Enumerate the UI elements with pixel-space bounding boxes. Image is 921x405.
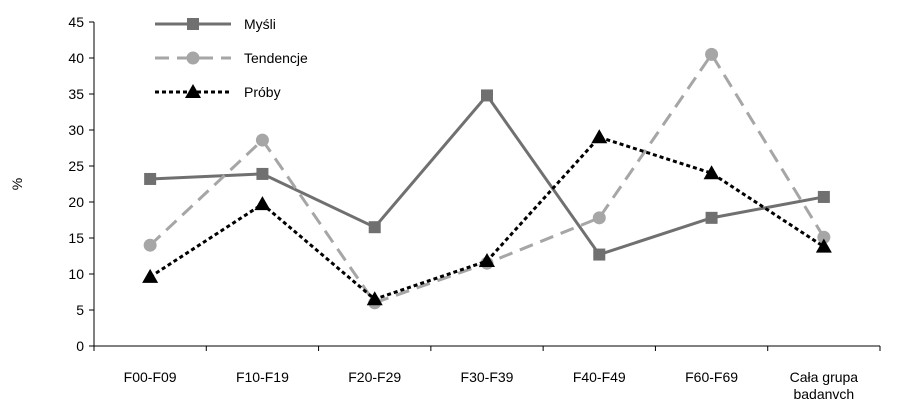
data-point xyxy=(705,211,718,224)
y-tick-label: 40 xyxy=(68,50,84,66)
legend-item: Tendencje xyxy=(155,50,308,66)
data-point xyxy=(593,248,606,261)
y-tick-label: 10 xyxy=(68,266,84,282)
data-point xyxy=(368,221,381,234)
x-tick-label-line: F60-F69 xyxy=(685,369,738,385)
legend: Myśli Tendencje Próby xyxy=(155,16,308,100)
legend-marker xyxy=(187,18,199,30)
x-tick-label: Cała grupa badanvch xyxy=(790,369,859,402)
x-tick-label-line: F30-F39 xyxy=(461,369,514,385)
data-point xyxy=(815,238,832,253)
legend-marker xyxy=(186,51,200,65)
x-tick-label-line: Cała grupa xyxy=(790,369,859,385)
y-tick-label: 0 xyxy=(76,338,84,354)
x-tick-label: F20-F29 xyxy=(348,369,401,385)
y-tick-label: 20 xyxy=(68,194,84,210)
series-1 xyxy=(144,89,830,261)
x-tick-label: F30-F39 xyxy=(461,369,514,385)
series-line xyxy=(150,92,825,257)
x-tick-label-line: F10-F19 xyxy=(236,369,289,385)
y-ticks: 0 5 10 15 20 25 30 35 40 45 xyxy=(68,14,94,354)
legend-item: Myśli xyxy=(155,16,276,32)
data-point xyxy=(143,238,157,252)
y-tick-label: 15 xyxy=(68,230,84,246)
y-tick-label: 25 xyxy=(68,158,84,174)
legend-label: Myśli xyxy=(244,16,276,32)
data-point xyxy=(479,253,495,268)
x-tick-label-line: F20-F29 xyxy=(348,369,401,385)
y-tick-label: 30 xyxy=(68,122,84,138)
legend-item: Próby xyxy=(155,84,281,100)
series-line xyxy=(149,135,825,301)
x-tick-label: F60-F69 xyxy=(685,369,738,385)
data-point xyxy=(703,165,720,180)
x-ticks: F00-F09 F10-F19 F20-F29 F30-F39 F40-F49 F60-F… xyxy=(93,346,881,402)
x-tick-label-line: F00-F09 xyxy=(124,369,177,385)
y-tick-label: 5 xyxy=(76,302,84,318)
data-point xyxy=(481,89,493,102)
data-point xyxy=(705,47,719,61)
data-point xyxy=(254,196,271,211)
x-tick-label-line: F40-F49 xyxy=(573,369,626,385)
series-layer xyxy=(142,47,832,310)
y-tick-label: 45 xyxy=(68,14,84,30)
x-tick-label: F40-F49 xyxy=(573,369,626,385)
legend-label: Próby xyxy=(244,84,281,100)
x-tick-label-line: badanvch xyxy=(793,386,854,402)
data-point xyxy=(592,211,606,225)
data-point xyxy=(255,133,269,147)
data-point xyxy=(591,129,608,144)
data-point xyxy=(817,230,831,244)
data-point xyxy=(817,190,830,203)
series-3 xyxy=(142,129,832,306)
legend-marker xyxy=(185,84,201,98)
y-tick-label: 35 xyxy=(68,86,84,102)
axes: 0 5 10 15 20 25 30 35 40 45 F00-F09 F10-F19 F20-F29… xyxy=(9,14,881,402)
data-point xyxy=(366,291,383,306)
y-axis-title: % xyxy=(9,178,25,190)
data-point xyxy=(144,172,157,185)
legend-label: Tendencje xyxy=(244,50,308,66)
data-point xyxy=(142,268,159,283)
x-tick-label: F00-F09 xyxy=(124,369,177,385)
data-point xyxy=(256,167,269,180)
x-tick-label: F10-F19 xyxy=(236,369,289,385)
